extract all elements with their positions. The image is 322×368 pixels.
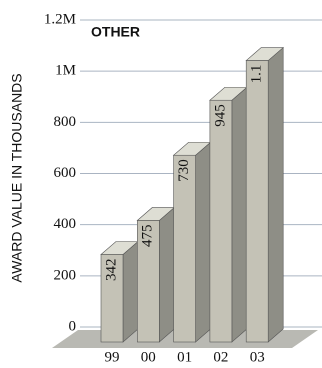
x-tick-label: 02 [213,349,228,365]
y-tick-label: 200 [54,267,77,283]
value-label: 475 [140,224,156,247]
bar-side [195,141,211,343]
bar [173,154,196,343]
x-tick-label: 99 [105,349,120,365]
y-tick-label: 0 [69,318,77,334]
value-label: 945 [212,104,228,127]
value-label: 1.1 [249,65,265,84]
x-tick-label: 01 [177,349,192,365]
y-tick-label: 1.2M [44,11,76,27]
chart-title: OTHER [91,24,140,40]
value-label: 730 [176,159,192,182]
bar [209,99,233,343]
value-label: 342 [103,259,119,282]
x-tick-label: 03 [250,349,265,365]
bar-side [231,86,248,343]
title-box [86,24,156,42]
y-tick-label: 800 [54,114,77,130]
bar-side [122,240,139,343]
bars: 342 475 730 945 1.1 [100,46,285,343]
x-tick-label: 00 [141,349,156,365]
bar [245,60,269,343]
y-axis-label: AWARD VALUE IN THOUSANDS [9,73,25,282]
bar [137,220,160,343]
y-tick-label: 1M [55,63,76,79]
bar-side [267,46,284,343]
y-tick-label: 400 [54,216,77,232]
bar [100,254,124,343]
bar-side [159,206,175,343]
y-tick-label: 600 [54,165,77,181]
